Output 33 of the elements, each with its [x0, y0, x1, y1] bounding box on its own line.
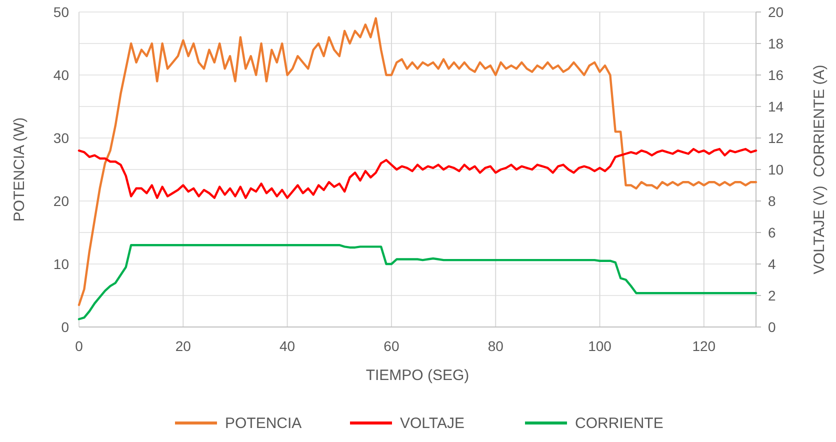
- x-tick-label: 120: [692, 338, 716, 354]
- y2-tick-label: 16: [768, 67, 784, 83]
- x-axis-title: TIEMPO (SEG): [366, 367, 470, 384]
- legend-label: POTENCIA: [225, 415, 302, 432]
- x-tick-label: 20: [175, 338, 192, 354]
- legend-label: VOLTAJE: [400, 415, 464, 432]
- y2-tick-label: 4: [768, 256, 776, 272]
- y-axis-title: POTENCIA (W): [11, 117, 28, 222]
- y-tick-label: 20: [53, 193, 70, 209]
- y2-tick-label: 8: [768, 193, 776, 209]
- y-tick-label: 40: [53, 67, 70, 83]
- x-tick-label: 100: [588, 338, 612, 354]
- y-tick-label: 0: [61, 319, 70, 335]
- x-tick-label: 60: [384, 338, 400, 354]
- y2-tick-label: 10: [768, 162, 784, 178]
- line-series: [78, 244, 758, 320]
- line-series: [78, 148, 758, 199]
- y2-tick-label: 14: [768, 98, 784, 114]
- y2-tick-label: 20: [768, 4, 784, 20]
- y-tick-label: 10: [53, 256, 70, 272]
- y2-tick-label: 12: [768, 130, 784, 146]
- y2-axis-title: VOLTAJE (V) CORRIENTE (A): [811, 64, 828, 274]
- line-series: [78, 17, 758, 306]
- y2-tick-label: 6: [768, 224, 776, 240]
- x-tick-label: 0: [75, 338, 84, 354]
- y-tick-label: 30: [53, 130, 70, 146]
- y-tick-label: 50: [53, 4, 70, 20]
- x-tick-label: 40: [280, 338, 296, 354]
- x-tick-label: 80: [488, 338, 504, 354]
- y2-tick-label: 2: [768, 288, 776, 304]
- legend-label: CORRIENTE: [575, 415, 664, 432]
- y2-tick-label: 0: [768, 319, 776, 335]
- y2-tick-label: 18: [768, 36, 784, 52]
